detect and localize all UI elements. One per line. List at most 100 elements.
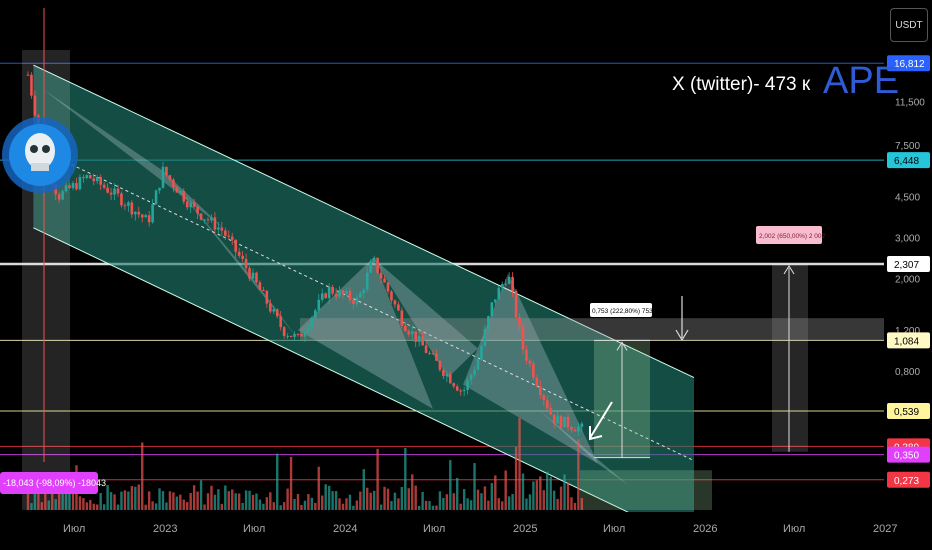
volume-bar [535, 480, 539, 510]
volume-bar [417, 505, 421, 510]
price-level-box[interactable] [887, 256, 930, 272]
candle-body [258, 282, 262, 291]
volume-bar [40, 502, 44, 510]
volume-bar [397, 498, 400, 510]
candle-body [213, 217, 217, 230]
volume-bar [376, 448, 379, 510]
volume-bar [123, 490, 127, 510]
price-tick-label: 0,800 [895, 367, 920, 378]
price-level-box[interactable] [887, 152, 930, 169]
volume-bar [314, 502, 317, 510]
volume-bar [265, 497, 269, 510]
volume-bar [445, 494, 449, 510]
price-level-box[interactable] [887, 332, 930, 349]
candle-body [372, 257, 376, 262]
volume-bar [459, 503, 462, 510]
candle-body [244, 258, 248, 269]
volume-bar [109, 492, 113, 510]
volume-bar [51, 485, 54, 510]
candle-body [393, 300, 397, 305]
candle-body [140, 214, 144, 218]
volume-bar [386, 488, 390, 510]
volume-bar [154, 503, 158, 510]
price-level-box[interactable] [887, 55, 930, 72]
candle-body [175, 187, 179, 193]
price-level-label: 0,539 [894, 407, 919, 418]
support-zone [580, 470, 712, 510]
volume-bar [469, 500, 473, 510]
volume-bar [217, 489, 220, 510]
volume-bar [317, 466, 320, 510]
candle-body [386, 282, 390, 292]
candle-body [556, 415, 559, 424]
volume-bar [480, 493, 483, 510]
volume-bar [206, 493, 210, 510]
candle-body [144, 215, 147, 218]
currency-unit-button[interactable]: USDT [890, 8, 928, 42]
volume-bar [137, 484, 140, 510]
time-tick-label: Июл [63, 523, 85, 535]
price-level-box[interactable] [887, 471, 930, 488]
candle-body [275, 309, 279, 317]
volume-bar [54, 499, 57, 510]
volume-bar [134, 486, 137, 510]
volume-bar [348, 494, 352, 510]
price-level-box[interactable] [887, 403, 930, 419]
volume-bar [542, 490, 545, 510]
volume-bar [106, 485, 109, 510]
candle-body [573, 429, 577, 432]
volume-bar [244, 490, 248, 510]
candle-body [168, 175, 172, 180]
volume-bar [483, 486, 487, 510]
rise1-measure-box [590, 303, 652, 317]
volume-bar [341, 503, 345, 510]
candle-body [438, 360, 442, 370]
volume-bar [462, 489, 466, 510]
candle-body [206, 219, 210, 221]
volume-bar [414, 485, 417, 510]
candle-body [92, 178, 96, 182]
volume-bar [175, 496, 179, 510]
candle-body [317, 299, 321, 311]
volume-bar [116, 504, 120, 510]
volume-bar [487, 500, 490, 510]
drop-measure-box [0, 472, 98, 494]
ticker-text: APE [823, 60, 900, 102]
candle-body [172, 179, 175, 188]
candle-body [210, 217, 213, 221]
candle-body [532, 363, 535, 378]
volume-bar [189, 492, 192, 510]
candle-body [334, 293, 338, 297]
candle-body [137, 211, 141, 215]
price-level-label: 1,084 [894, 336, 919, 347]
volume-bar [224, 485, 227, 510]
candle-body [227, 235, 231, 237]
volume-bar [504, 470, 507, 510]
diag-arrow-head [589, 426, 603, 441]
volume-bar [231, 489, 234, 510]
volume-bar [428, 501, 431, 510]
volume-bar [424, 500, 428, 510]
candle-body [296, 333, 300, 335]
candle-body [123, 205, 127, 207]
diag-arrow-shaft [589, 401, 613, 439]
volume-bar [563, 474, 566, 510]
candle-body [199, 213, 203, 220]
candle-body [279, 316, 282, 328]
candle-body [116, 188, 120, 194]
price-tick-label: 11,500 [895, 98, 925, 109]
pattern-triangle [538, 408, 628, 485]
volume-bar [30, 503, 33, 510]
volume-bar [85, 502, 89, 510]
candle-body [421, 336, 424, 346]
volume-bar [147, 491, 151, 510]
price-level-box[interactable] [887, 446, 930, 463]
volume-bar [355, 500, 359, 510]
candle-body [410, 331, 414, 335]
candle-body [414, 331, 417, 342]
volume-bar [466, 498, 469, 510]
candle-body [514, 291, 518, 318]
volume-bar [476, 489, 480, 510]
candle-body [338, 290, 341, 297]
